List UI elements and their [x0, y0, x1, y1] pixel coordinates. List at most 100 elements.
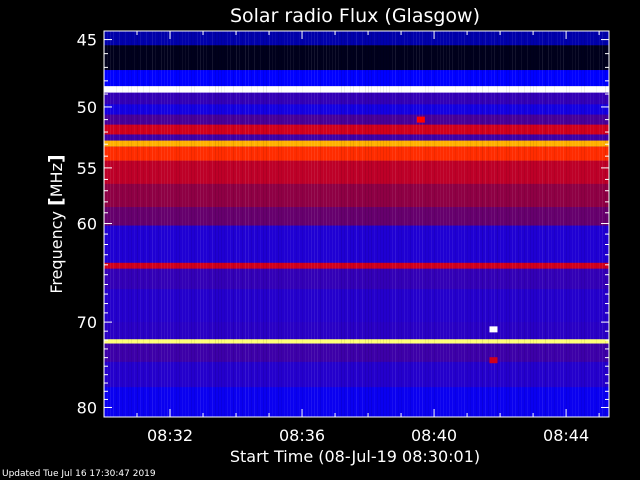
spectrogram-texture	[485, 31, 486, 417]
spectrogram-texture	[572, 31, 573, 417]
spectrogram-texture	[458, 31, 459, 417]
x-tick-label: 08:32	[147, 426, 193, 445]
spectrogram-texture	[470, 31, 471, 417]
x-tick-label: 08:36	[279, 426, 325, 445]
spectrogram-texture	[146, 31, 147, 417]
spectrogram-texture	[395, 31, 396, 417]
spectrogram-texture	[530, 31, 531, 417]
frequency-band	[104, 322, 609, 340]
spectrogram-texture	[131, 31, 132, 417]
spectrogram-texture	[401, 31, 402, 417]
spectrogram-texture	[284, 31, 285, 417]
frequency-band	[104, 45, 609, 71]
spectrogram-texture	[299, 31, 300, 417]
spectrogram-texture	[515, 31, 516, 417]
spectrogram-texture	[128, 31, 129, 417]
spectrogram-texture	[203, 31, 204, 417]
spectrogram-texture	[308, 31, 309, 417]
spectrogram-texture	[443, 31, 444, 417]
y-tick-label: 80	[77, 398, 97, 417]
frequency-band	[104, 114, 609, 125]
spectrogram-texture	[386, 31, 387, 417]
spectrogram-texture	[137, 31, 138, 417]
y-axis-label-text: Frequency	[47, 206, 66, 294]
chart-title: Solar radio Flux (Glasgow)	[230, 5, 480, 27]
spectrogram-texture	[437, 31, 438, 417]
spectrogram-texture	[329, 31, 330, 417]
spectrogram-texture	[278, 31, 279, 417]
spectrogram-texture	[374, 31, 375, 417]
spectrogram-texture	[431, 31, 432, 417]
y-axis-label-unit: MHz	[47, 163, 66, 197]
spectrogram-texture	[560, 31, 561, 417]
spectrogram-texture	[212, 31, 213, 417]
spectrogram-texture	[134, 31, 135, 417]
spectrogram-texture	[539, 31, 540, 417]
spectrogram-texture	[521, 31, 522, 417]
spectrogram-texture	[461, 31, 462, 417]
y-tick-label: 70	[77, 313, 97, 332]
spectrogram-texture	[320, 31, 321, 417]
frequency-band	[104, 146, 609, 161]
spectrogram-texture	[140, 31, 141, 417]
spectrogram-texture	[164, 31, 165, 417]
spectrogram-texture	[326, 31, 327, 417]
spectrogram-texture	[425, 31, 426, 417]
frequency-band	[104, 160, 609, 184]
spectrogram-texture	[191, 31, 192, 417]
spectrogram-texture	[209, 31, 210, 417]
spectrogram-texture	[575, 31, 576, 417]
spectrogram-texture	[509, 31, 510, 417]
spectrogram-texture	[236, 31, 237, 417]
spectrogram-texture	[593, 31, 594, 417]
spectrogram-texture	[239, 31, 240, 417]
spectrogram-texture	[290, 31, 291, 417]
spectrogram-texture	[467, 31, 468, 417]
frequency-band	[104, 207, 609, 226]
spectrogram-texture	[323, 31, 324, 417]
spectrogram-texture	[398, 31, 399, 417]
spectrogram-texture	[389, 31, 390, 417]
spectrogram-texture	[302, 31, 303, 417]
spectrogram-texture	[332, 31, 333, 417]
spectrogram-texture	[545, 31, 546, 417]
update-timestamp: Updated Tue Jul 16 17:30:47 2019	[2, 469, 156, 479]
spectrogram-texture	[497, 31, 498, 417]
spectrogram-texture	[518, 31, 519, 417]
frequency-band	[104, 31, 609, 46]
spectrogram-texture	[584, 31, 585, 417]
spectrogram-texture	[245, 31, 246, 417]
frequency-band	[104, 225, 609, 263]
spectrogram-texture	[206, 31, 207, 417]
spectrogram-texture	[113, 31, 114, 417]
chart-axes: 45 50 55 60 70 80 08:32 08:36 08:40 08:44	[77, 30, 610, 445]
spectrogram-texture	[317, 31, 318, 417]
spectrogram-texture	[350, 31, 351, 417]
spectrogram-texture	[116, 31, 117, 417]
spectrogram-texture	[188, 31, 189, 417]
spectrogram-texture	[221, 31, 222, 417]
spectrogram-texture	[125, 31, 126, 417]
spectrogram-texture	[422, 31, 423, 417]
spectrogram-texture	[587, 31, 588, 417]
spectrogram-texture	[161, 31, 162, 417]
spectrogram-texture	[314, 31, 315, 417]
spectrogram-texture	[287, 31, 288, 417]
spectrogram-texture	[569, 31, 570, 417]
x-tick-label: 08:40	[411, 426, 457, 445]
spectrogram-texture	[428, 31, 429, 417]
spectrogram-texture	[491, 31, 492, 417]
spectrogram-texture	[281, 31, 282, 417]
spectrogram-plot	[104, 31, 609, 417]
spectrogram-texture	[407, 31, 408, 417]
frequency-band	[104, 262, 609, 269]
spectrogram-texture	[464, 31, 465, 417]
frequency-band	[104, 134, 609, 141]
spectrogram-texture	[353, 31, 354, 417]
spectrogram-texture	[413, 31, 414, 417]
frequency-band	[104, 268, 609, 290]
spectrogram-texture	[368, 31, 369, 417]
y-tick-label: 50	[77, 98, 97, 117]
spectrogram-texture	[362, 31, 363, 417]
